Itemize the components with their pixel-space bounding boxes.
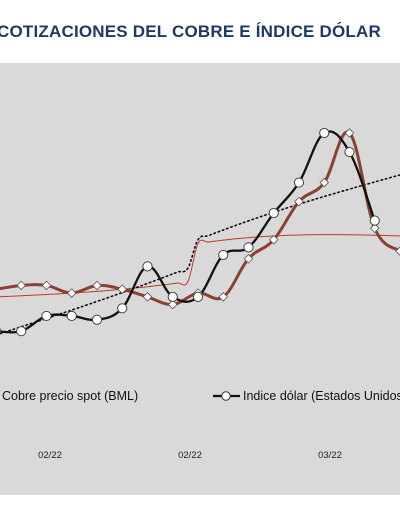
copper-data-point [41, 280, 52, 291]
copper-data-point [319, 177, 330, 188]
x-tick-label: 03/22 [318, 450, 342, 461]
copper-data-point [218, 292, 229, 302]
legend-copper-label: Cobre precio spot (BML) [2, 389, 138, 403]
dollar-data-point [293, 177, 305, 188]
legend-dollar-marker [221, 391, 231, 401]
chart-lines [0, 130, 400, 335]
dollar-data-point [142, 261, 153, 272]
copper-data-point [369, 223, 380, 234]
chart-title-text: COTIZACIONES DEL COBRE E ÍNDICE DÓLAR [0, 22, 381, 41]
chart-legend: Cobre precio spot (BML) Indice dólar (Es… [2, 389, 400, 403]
dollar-data-point [218, 249, 229, 261]
copper-data-point [268, 234, 279, 245]
dollar-data-point [117, 303, 128, 314]
copper-data-point [243, 254, 254, 264]
copper-data-point [66, 288, 77, 298]
dollar-data-point [91, 314, 103, 325]
x-tick-label: 02/22 [178, 450, 202, 461]
dollar-data-point [192, 291, 204, 302]
chart-panel: Cobre precio spot (BML) Indice dólar (Es… [0, 63, 400, 495]
x-axis-ticks: 02/22 02/22 03/22 [38, 450, 342, 461]
copper-data-point [294, 196, 304, 207]
chart-title: COTIZACIONES DEL COBRE E ÍNDICE DÓLAR [0, 22, 400, 44]
copper-data-point [344, 128, 355, 138]
dollar-data-point [0, 328, 2, 335]
dollar-trend-line [0, 174, 400, 335]
dollar-data-point [41, 310, 52, 322]
dollar-data-point [344, 146, 355, 158]
dollar-series-line [0, 130, 376, 334]
copper-data-point [395, 246, 400, 256]
dollar-data-point [369, 215, 380, 226]
dollar-data-point [243, 242, 254, 253]
x-tick-label: 02/22 [38, 450, 62, 461]
copper-series-line [0, 130, 400, 307]
copper-trend-line [0, 234, 400, 298]
dollar-data-point [66, 310, 77, 322]
copper-data-point [142, 292, 153, 302]
chart-svg: Cobre precio spot (BML) Indice dólar (Es… [0, 127, 400, 461]
dollar-data-point [167, 291, 178, 302]
dollar-data-point [16, 326, 27, 337]
chart-markers [0, 127, 400, 337]
dollar-data-point [319, 127, 330, 139]
copper-data-point [16, 280, 27, 291]
copper-data-point [167, 299, 178, 310]
legend-dollar-label: Indice dólar (Estados Unidos) [243, 389, 400, 403]
copper-data-point [92, 280, 102, 291]
copper-data-point [117, 284, 128, 295]
dollar-data-point [268, 207, 279, 219]
